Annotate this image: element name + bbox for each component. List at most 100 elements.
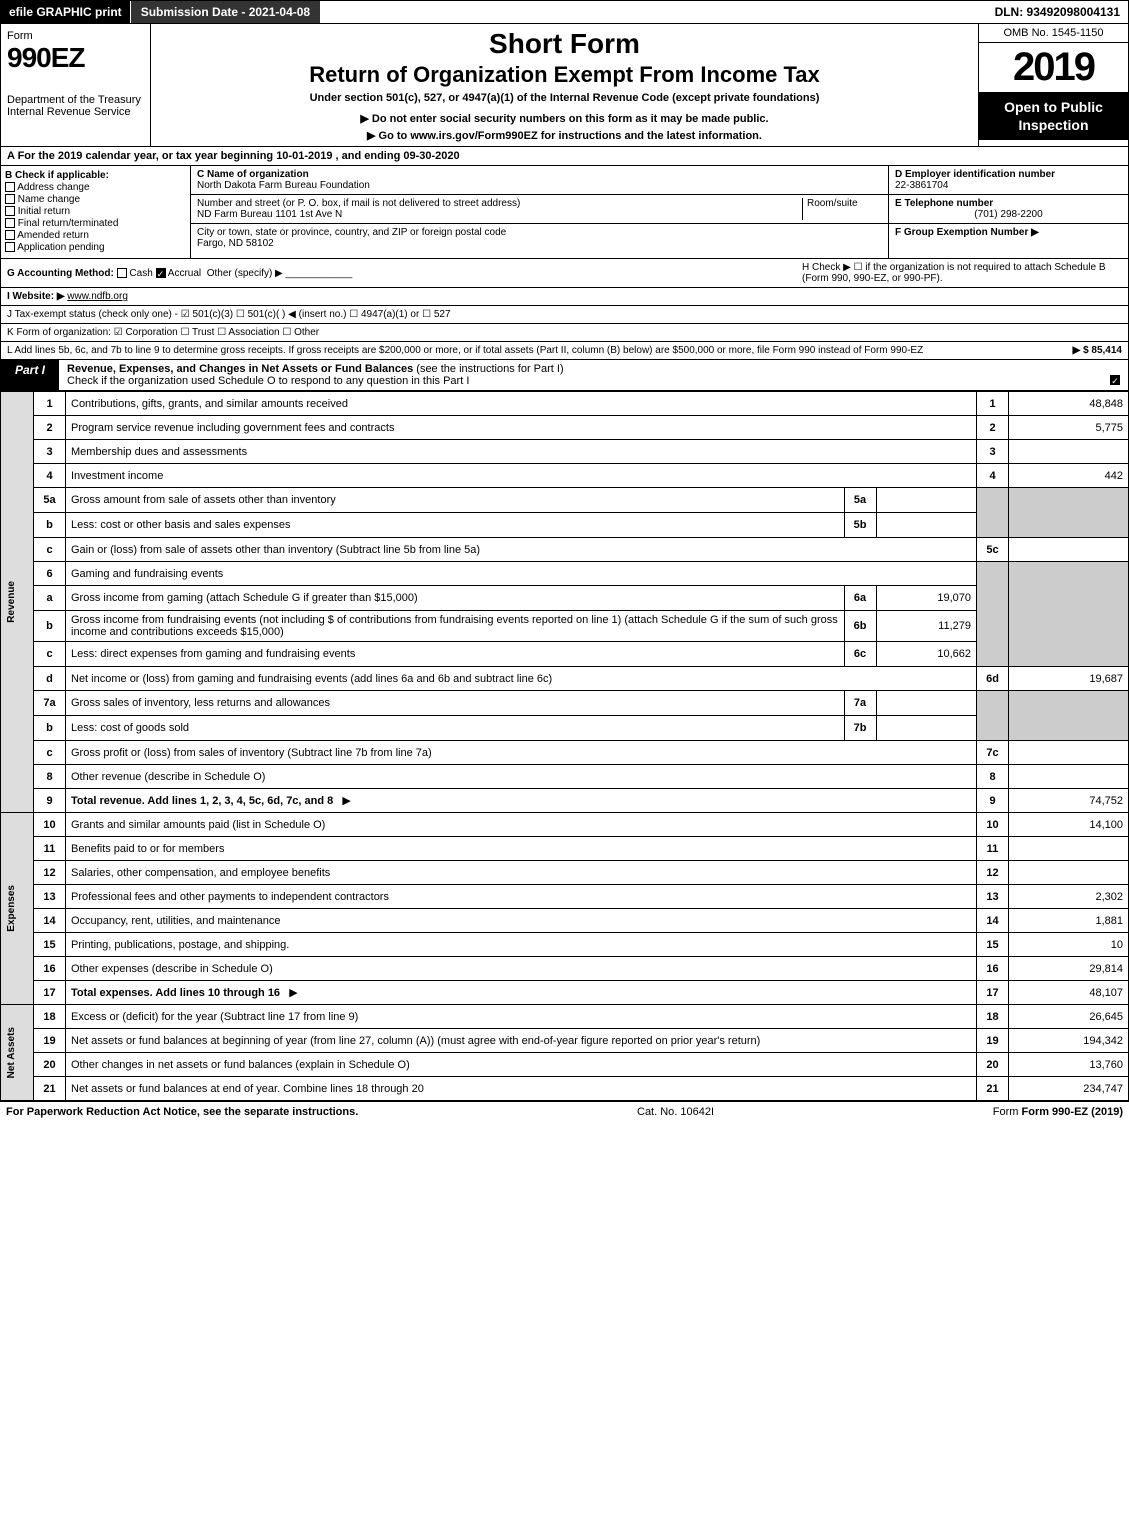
amt-11 [1009, 837, 1129, 861]
row-7b: b Less: cost of goods sold 7b [1, 716, 1129, 741]
chk-final-return[interactable]: Final return/terminated [5, 218, 186, 229]
section-c: C Name of organization North Dakota Farm… [191, 166, 888, 258]
amt-12 [1009, 861, 1129, 885]
amt-5c [1009, 538, 1129, 562]
row-6d: d Net income or (loss) from gaming and f… [1, 667, 1129, 691]
footer-mid: Cat. No. 10642I [637, 1106, 714, 1118]
section-d: D Employer identification number 22-3861… [888, 166, 1128, 258]
line-g-h: G Accounting Method: Cash ✓ Accrual Othe… [0, 259, 1129, 288]
amt-18: 26,645 [1009, 1005, 1129, 1029]
section-b-label: B Check if applicable: [5, 170, 109, 181]
row-3: 3 Membership dues and assessments 3 [1, 440, 1129, 464]
chk-initial-return[interactable]: Initial return [5, 206, 186, 217]
d-group-label: F Group Exemption Number ▶ [895, 227, 1039, 238]
sidelabel-revenue: Revenue [6, 581, 17, 623]
line-l-amount: ▶ $ 85,414 [1022, 345, 1122, 356]
chk-cash[interactable] [117, 268, 127, 278]
i-label: I Website: ▶ [7, 291, 65, 302]
line-j: J Tax-exempt status (check only one) - ☑… [0, 306, 1129, 324]
footer-right: Form Form 990-EZ (2019) [993, 1106, 1123, 1118]
row-13: 13 Professional fees and other payments … [1, 885, 1129, 909]
part-1-table: Revenue 1 Contributions, gifts, grants, … [0, 391, 1129, 1101]
line-k: K Form of organization: ☑ Corporation ☐ … [0, 324, 1129, 342]
d-tel-label: E Telephone number [895, 198, 993, 209]
g-other: Other (specify) ▶ [207, 268, 283, 279]
footer-left: For Paperwork Reduction Act Notice, see … [6, 1106, 358, 1118]
line-h: H Check ▶ ☐ if the organization is not r… [802, 262, 1122, 284]
sidelabel-netassets: Net Assets [6, 1027, 17, 1078]
note-ssn: ▶ Do not enter social security numbers o… [155, 112, 974, 125]
irs-label: Internal Revenue Service [7, 106, 144, 118]
amt-5a [876, 488, 976, 512]
chk-accrual[interactable]: ✓ [156, 268, 166, 278]
part-1-tag: Part I [1, 360, 59, 390]
amt-6a: 19,070 [876, 586, 976, 610]
amt-8 [1009, 765, 1129, 789]
room-suite-label: Room/suite [802, 198, 882, 220]
amt-16: 29,814 [1009, 957, 1129, 981]
amt-9: 74,752 [1009, 789, 1129, 813]
row-4: 4 Investment income 4 442 [1, 464, 1129, 488]
chk-name-change[interactable]: Name change [5, 194, 186, 205]
submission-date-button[interactable]: Submission Date - 2021-04-08 [131, 1, 320, 23]
chk-amended-return[interactable]: Amended return [5, 230, 186, 241]
amt-21: 234,747 [1009, 1077, 1129, 1101]
open-to-public: Open to Public Inspection [979, 92, 1128, 140]
amt-7a [876, 691, 976, 715]
org-city: Fargo, ND 58102 [197, 238, 274, 249]
row-21: 21 Net assets or fund balances at end of… [1, 1077, 1129, 1101]
amt-3 [1009, 440, 1129, 464]
c-street-label: Number and street (or P. O. box, if mail… [197, 198, 520, 209]
amt-5b [876, 513, 976, 537]
amt-4: 442 [1009, 464, 1129, 488]
form-number: 990EZ [7, 42, 144, 74]
form-header: Form 990EZ Department of the Treasury In… [0, 24, 1129, 147]
line-k-text: K Form of organization: ☑ Corporation ☐ … [7, 327, 319, 338]
line-j-text: J Tax-exempt status (check only one) - ☑… [7, 309, 451, 320]
dln-label: DLN: 93492098004131 [987, 1, 1128, 23]
part-1-header: Part I Revenue, Expenses, and Changes in… [0, 360, 1129, 391]
chk-address-change[interactable]: Address change [5, 182, 186, 193]
amt-10: 14,100 [1009, 813, 1129, 837]
website-link[interactable]: www.ndfb.org [67, 291, 128, 302]
amt-15: 10 [1009, 933, 1129, 957]
sidelabel-expenses: Expenses [6, 885, 17, 932]
row-12: 12 Salaries, other compensation, and emp… [1, 861, 1129, 885]
row-a-tax-year: A For the 2019 calendar year, or tax yea… [0, 147, 1129, 166]
tel-value: (701) 298-2200 [895, 209, 1122, 220]
efile-print-button[interactable]: efile GRAPHIC print [1, 1, 131, 23]
row-19: 19 Net assets or fund balances at beginn… [1, 1029, 1129, 1053]
chk-application-pending[interactable]: Application pending [5, 242, 186, 253]
amt-19: 194,342 [1009, 1029, 1129, 1053]
c-name-label: C Name of organization [197, 169, 309, 180]
row-6a: a Gross income from gaming (attach Sched… [1, 586, 1129, 611]
part-1-title: Revenue, Expenses, and Changes in Net As… [59, 360, 1128, 390]
line-i: I Website: ▶ www.ndfb.org [0, 288, 1129, 306]
amt-6d: 19,687 [1009, 667, 1129, 691]
header-center: Short Form Return of Organization Exempt… [151, 24, 978, 146]
omb-number: OMB No. 1545-1150 [979, 24, 1128, 43]
row-5b: b Less: cost or other basis and sales ex… [1, 513, 1129, 538]
g-label: G Accounting Method: [7, 268, 114, 279]
amt-6c: 10,662 [876, 642, 976, 666]
form-label: Form [7, 30, 144, 42]
chk-schedule-o[interactable]: ✓ [1110, 375, 1120, 385]
row-2: 2 Program service revenue including gove… [1, 416, 1129, 440]
row-20: 20 Other changes in net assets or fund b… [1, 1053, 1129, 1077]
row-11: 11 Benefits paid to or for members 11 [1, 837, 1129, 861]
amt-17: 48,107 [1009, 981, 1129, 1005]
amt-7c [1009, 741, 1129, 765]
header-left: Form 990EZ Department of the Treasury In… [1, 24, 151, 146]
row-10: Expenses 10 Grants and similar amounts p… [1, 813, 1129, 837]
subtitle: Under section 501(c), 527, or 4947(a)(1)… [155, 92, 974, 104]
note-goto: ▶ Go to www.irs.gov/Form990EZ for instru… [155, 129, 974, 142]
footer: For Paperwork Reduction Act Notice, see … [0, 1101, 1129, 1122]
amt-20: 13,760 [1009, 1053, 1129, 1077]
section-b: B Check if applicable: Address change Na… [1, 166, 191, 258]
amt-6b: 11,279 [876, 611, 976, 641]
row-17: 17 Total expenses. Add lines 10 through … [1, 981, 1129, 1005]
row-7c: c Gross profit or (loss) from sales of i… [1, 741, 1129, 765]
row-1: Revenue 1 Contributions, gifts, grants, … [1, 392, 1129, 416]
amt-2: 5,775 [1009, 416, 1129, 440]
row-7a: 7a Gross sales of inventory, less return… [1, 691, 1129, 716]
